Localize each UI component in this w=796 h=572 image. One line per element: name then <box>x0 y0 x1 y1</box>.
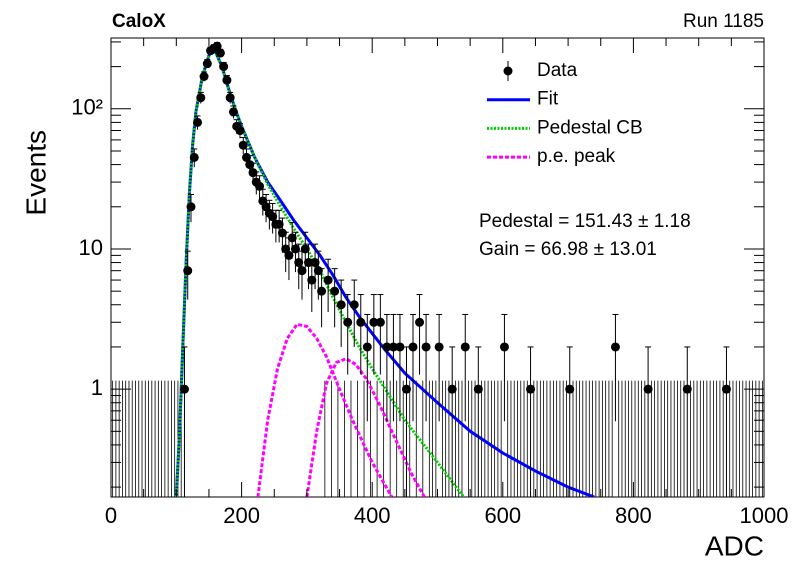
y-tick-label: 10² <box>71 95 103 120</box>
run-label: Run 1185 <box>683 11 764 32</box>
data-point <box>215 48 225 58</box>
data-point <box>349 300 359 310</box>
data-point <box>643 384 653 394</box>
data-point <box>356 317 366 327</box>
data-point <box>460 342 470 352</box>
data-point <box>255 181 265 191</box>
data-point <box>294 258 304 268</box>
annotation: Pedestal = 151.43 ± 1.18 <box>479 211 691 232</box>
data-point <box>721 384 731 394</box>
x-axis-title: ADC <box>705 530 764 561</box>
data-point <box>290 244 300 254</box>
fit-curve <box>174 48 595 497</box>
legend-label: Pedestal CB <box>537 117 643 138</box>
data-point <box>199 72 209 82</box>
y-tick-label: 10 <box>79 235 103 260</box>
data-point <box>330 286 340 296</box>
data-point <box>382 342 392 352</box>
data-point <box>179 384 189 394</box>
x-tick-label: 800 <box>615 503 652 528</box>
chart-title: CaloX <box>112 11 166 32</box>
data-point <box>193 117 203 127</box>
fit-curve <box>256 322 394 497</box>
data-point <box>499 342 509 352</box>
x-tick-label: 0 <box>105 503 117 528</box>
x-tick-label: 600 <box>484 503 521 528</box>
legend-label: p.e. peak <box>537 146 616 167</box>
data-point <box>401 384 411 394</box>
data-point <box>297 266 307 276</box>
plot-area <box>112 41 763 497</box>
data-point <box>225 93 235 103</box>
data-point <box>274 219 284 229</box>
data-point <box>375 317 385 327</box>
data-point <box>526 384 536 394</box>
data-point <box>369 317 379 327</box>
data-point <box>421 342 431 352</box>
fit-curve <box>174 48 465 497</box>
data-point <box>245 160 255 170</box>
data-point <box>277 228 287 238</box>
data-point <box>304 258 314 268</box>
x-tick-label: 200 <box>223 503 260 528</box>
data-point <box>682 384 692 394</box>
data-point <box>434 342 444 352</box>
data-point <box>284 250 294 260</box>
data-point <box>362 342 372 352</box>
data-point <box>310 258 320 268</box>
plot-frame <box>110 37 765 498</box>
data-point <box>317 286 327 296</box>
data-point <box>238 140 248 150</box>
data-point <box>336 300 346 310</box>
annotation: Gain = 66.98 ± 13.01 <box>479 239 657 260</box>
data-point <box>183 266 193 276</box>
data-point <box>408 342 418 352</box>
data-point <box>395 342 405 352</box>
data-point <box>343 317 353 327</box>
data-point <box>300 244 310 254</box>
data-point <box>415 317 425 327</box>
data-point <box>268 212 278 222</box>
data-point <box>388 342 398 352</box>
data-point <box>473 384 483 394</box>
data-point <box>196 93 206 103</box>
data-point <box>287 233 297 243</box>
x-tick-label: 400 <box>354 503 391 528</box>
legend-marker <box>503 66 513 76</box>
data-point <box>235 126 245 136</box>
legend-label: Fit <box>537 89 559 110</box>
data-point <box>212 41 222 51</box>
legend-label: Data <box>537 60 578 81</box>
fit-curve <box>305 357 426 497</box>
data-point <box>219 62 229 72</box>
y-tick-label: 1 <box>91 375 103 400</box>
x-tick-label: 1000 <box>740 503 789 528</box>
y-axis-title: Events <box>20 130 51 216</box>
data-point <box>202 59 212 69</box>
data-point <box>189 152 199 162</box>
data-point <box>228 107 238 117</box>
data-point <box>565 384 575 394</box>
data-point <box>186 202 196 212</box>
data-point <box>323 275 333 285</box>
data-point <box>610 342 620 352</box>
data-point <box>447 384 457 394</box>
data-point <box>222 75 232 85</box>
data-point <box>307 275 317 285</box>
data-point <box>248 168 258 178</box>
